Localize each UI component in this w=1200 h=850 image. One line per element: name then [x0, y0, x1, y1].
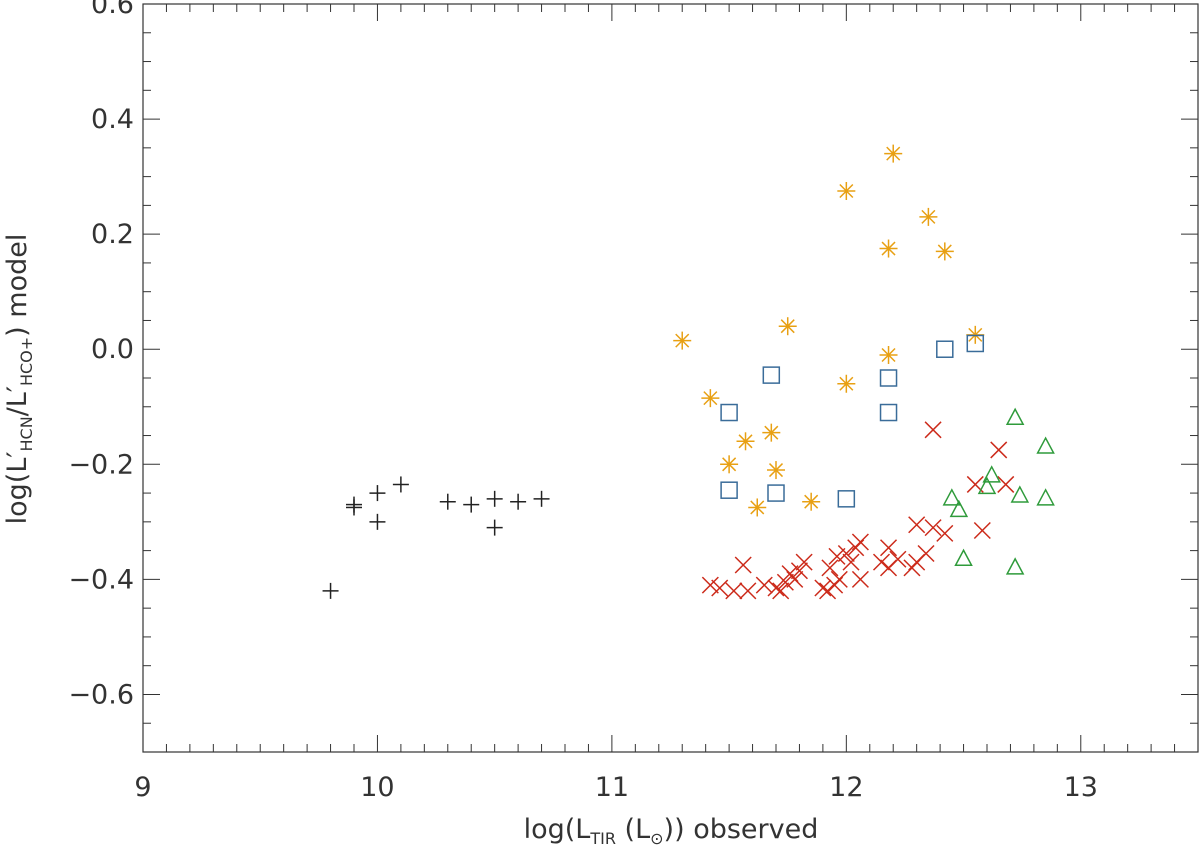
- x-tick-label: 9: [134, 772, 151, 803]
- y-tick-label: −0.2: [68, 449, 134, 480]
- data-point-plus: [346, 499, 362, 516]
- data-point-cross: [755, 576, 773, 594]
- data-point-cross: [701, 576, 719, 594]
- axis-ticks: [142, 3, 1199, 753]
- data-point-cross: [973, 521, 991, 540]
- x-axis-label: log(LTIR (L⊙)) observed: [524, 814, 819, 848]
- data-point-cross: [917, 544, 935, 563]
- data-point-asterisk: [748, 498, 767, 517]
- data-point-cross: [851, 570, 869, 588]
- y-tick-label: 0.2: [91, 219, 134, 250]
- data-point-cross: [814, 579, 832, 597]
- y-tick-label: 0.0: [91, 334, 134, 365]
- data-point-triangle: [1036, 436, 1055, 454]
- data-point-square: [879, 403, 898, 422]
- data-point-plus: [369, 513, 386, 530]
- data-point-asterisk: [736, 432, 755, 451]
- data-point-asterisk: [879, 239, 898, 258]
- data-point-asterisk: [778, 317, 797, 336]
- data-point-plus: [322, 582, 339, 599]
- data-point-square: [879, 369, 898, 387]
- data-point-asterisk: [837, 374, 856, 393]
- data-point-asterisk: [935, 242, 954, 261]
- data-point-plus: [533, 490, 550, 507]
- data-point-cross: [837, 544, 855, 563]
- data-point-cross: [772, 582, 790, 600]
- data-point-cross: [830, 570, 848, 588]
- data-point-cross: [725, 582, 743, 600]
- data-point-asterisk: [837, 182, 856, 200]
- data-point-square: [767, 484, 785, 502]
- data-point-cross: [924, 519, 942, 537]
- data-point-plus: [392, 476, 409, 493]
- y-tick-label: 0.6: [91, 0, 134, 20]
- data-point-square: [837, 490, 856, 508]
- data-point-asterisk: [767, 461, 785, 480]
- data-point-triangle: [1005, 557, 1025, 575]
- y-tick-label: −0.4: [68, 564, 134, 595]
- data-point-square: [720, 481, 738, 499]
- data-point-cross: [767, 579, 785, 597]
- data-point-square: [966, 334, 985, 353]
- data-point-square: [762, 366, 781, 384]
- data-point-asterisk: [884, 144, 903, 163]
- data-point-cross: [776, 573, 794, 591]
- data-point-asterisk: [762, 423, 781, 442]
- data-point-cross: [880, 539, 898, 557]
- data-point-plus: [369, 485, 386, 502]
- data-point-plus: [486, 490, 503, 507]
- data-point-cross: [908, 516, 926, 534]
- data-point-cross: [872, 553, 891, 571]
- data-point-cross: [821, 559, 839, 577]
- data-points: [322, 144, 1055, 600]
- data-point-cross: [739, 582, 757, 600]
- y-tick-label: −0.6: [68, 679, 134, 710]
- data-point-cross: [990, 441, 1008, 459]
- data-point-triangle: [977, 476, 997, 495]
- data-point-triangle: [954, 548, 973, 566]
- data-point-plus: [439, 493, 456, 510]
- plot-area-border: [142, 3, 1199, 753]
- x-tick-label: 13: [1064, 772, 1098, 803]
- data-point-cross: [795, 553, 813, 571]
- y-axis-label: log(L′HCN/L′HCO+) model: [2, 234, 36, 525]
- data-point-cross: [889, 550, 907, 568]
- tick-labels: 9 10 11 12 13 0.6 0.4 0.2 0.0 −0.2 −0.4 −0.6: [68, 0, 1098, 803]
- data-point-cross: [734, 556, 752, 574]
- x-tick-label: 12: [829, 772, 863, 803]
- data-point-cross: [851, 533, 869, 551]
- x-tick-label: 10: [360, 772, 394, 803]
- data-point-cross: [786, 570, 804, 588]
- data-point-triangle: [949, 499, 969, 518]
- data-point-triangle: [1010, 485, 1030, 503]
- data-point-cross: [711, 579, 729, 597]
- data-point-cross: [842, 553, 860, 571]
- data-point-cross: [997, 475, 1015, 493]
- data-point-triangle: [1036, 488, 1055, 506]
- data-point-cross: [828, 547, 846, 565]
- data-point-asterisk: [673, 331, 692, 350]
- data-point-cross: [924, 421, 942, 439]
- x-tick-label: 11: [595, 772, 629, 803]
- data-point-asterisk: [720, 455, 739, 474]
- data-point-asterisk: [879, 345, 898, 364]
- data-point-cross: [790, 562, 808, 580]
- data-point-triangle: [982, 465, 1001, 483]
- data-point-plus: [463, 496, 480, 513]
- plot-frame: [142, 3, 1199, 753]
- data-point-triangle: [942, 488, 962, 506]
- data-point-asterisk: [919, 207, 938, 226]
- data-point-triangle: [1005, 407, 1025, 426]
- data-point-square: [936, 340, 954, 358]
- data-point-asterisk: [802, 492, 821, 511]
- data-point-asterisk: [701, 389, 720, 408]
- data-point-square: [720, 403, 738, 422]
- data-point-cross: [936, 524, 954, 542]
- y-tick-label: 0.4: [91, 104, 134, 135]
- data-point-plus: [486, 519, 503, 536]
- data-point-plus: [510, 493, 527, 510]
